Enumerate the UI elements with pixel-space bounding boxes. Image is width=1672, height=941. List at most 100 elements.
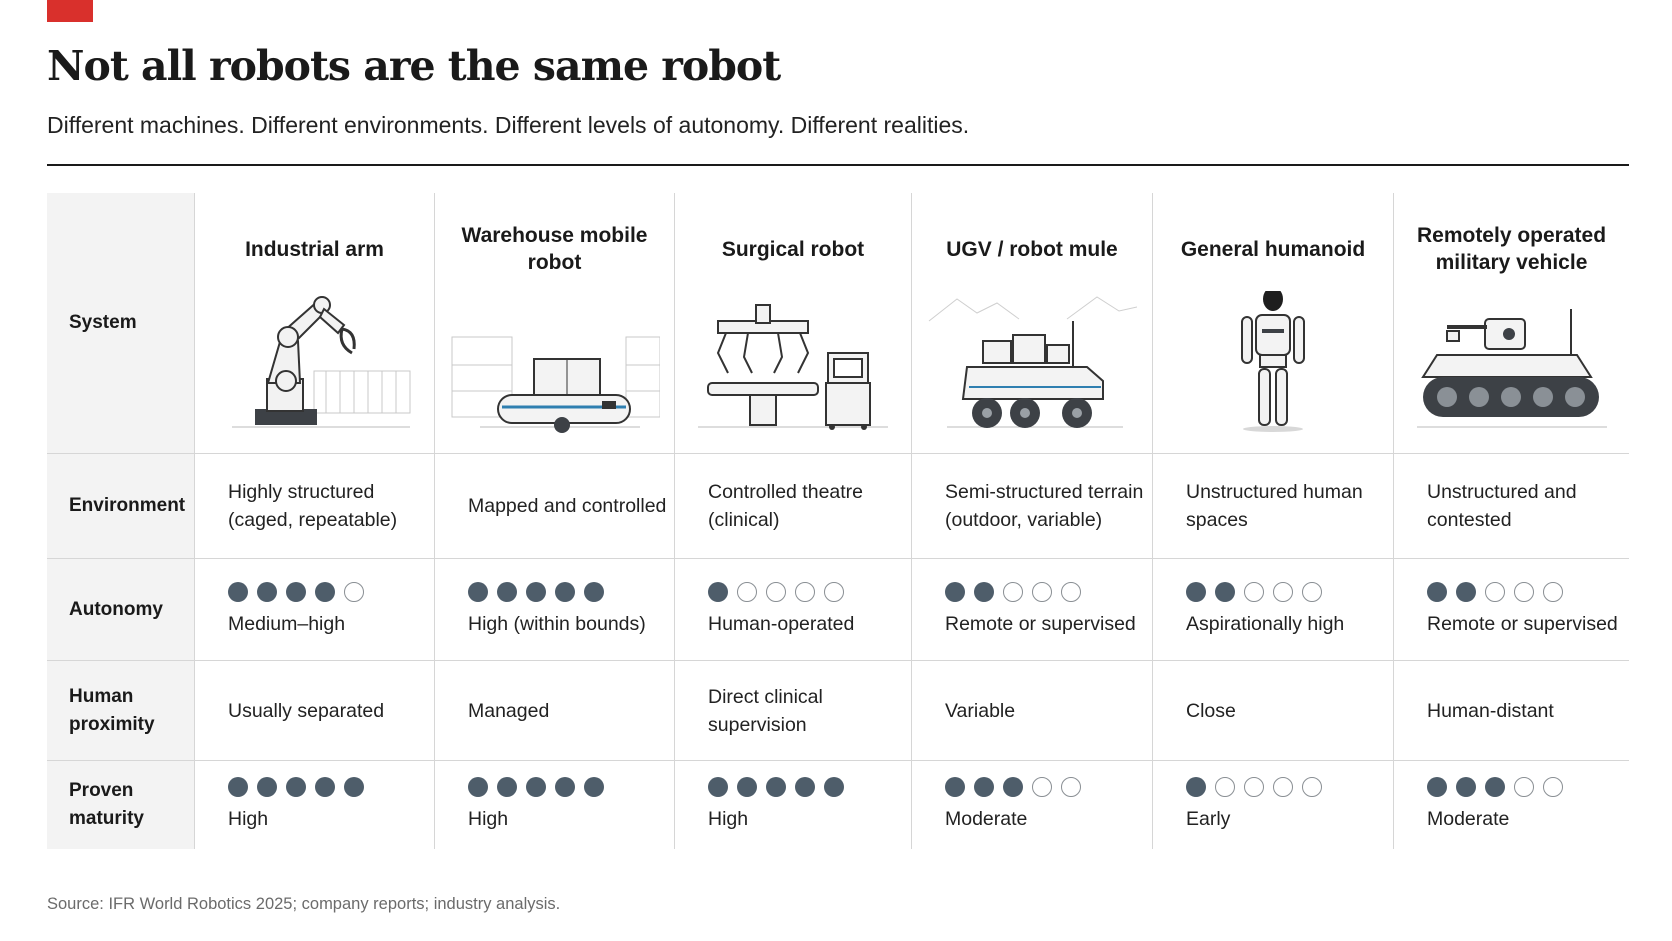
rating-dot-empty [1003,581,1023,602]
rating-dot-filled [228,777,248,797]
rating-dot-filled [468,777,488,797]
environment-cell: Semi-structured terrain (outdoor, variab… [912,454,1153,559]
rating-dot-empty [1302,777,1322,797]
rating-dot-empty [1514,777,1534,797]
autonomy-cell: High (within bounds) [435,559,675,661]
rating-dot-filled [945,777,965,797]
maturity-label: Early [1186,808,1231,830]
system-name: Warehouse mobile robot [461,224,648,274]
system-cell: UGV / robot mule [912,193,1153,454]
maturity-cell: Moderate [912,761,1153,849]
rating-dot-filled [945,581,965,602]
rating-dot-filled [1427,581,1447,602]
maturity-label: Moderate [945,808,1028,830]
rating-dot-filled [257,777,277,797]
rating-dot-empty [795,581,815,602]
system-name: UGV / robot mule [946,237,1118,261]
maturity-label: Moderate [1427,808,1510,830]
autonomy-cell: Medium–high [195,559,435,661]
autonomy-rating [1186,581,1393,602]
rating-dot-filled [1186,581,1206,602]
rating-dot-empty [1032,777,1052,797]
autonomy-rating [468,581,674,602]
environment-cell: Controlled theatre (clinical) [675,454,912,559]
rating-dot-filled [1003,777,1023,797]
rating-dot-filled [1215,581,1235,602]
autonomy-cell: Remote or supervised [912,559,1153,661]
warehouse-robot-icon [450,291,660,433]
proximity-cell: Direct clinical supervision [675,661,912,761]
rating-dot-filled [315,777,335,797]
autonomy-label: Remote or supervised [945,612,1136,635]
proximity-text: Usually separated [228,699,385,722]
environment-cell: Mapped and controlled [435,454,675,559]
rating-dot-filled [1427,777,1447,797]
system-name: General humanoid [1180,237,1366,261]
rating-dot-empty [1061,777,1081,797]
proximity-text: Human-distant [1427,699,1554,722]
title-rule [47,164,1629,166]
maturity-rating [468,777,674,797]
rating-dot-empty [1032,581,1052,602]
military-vehicle-icon [1407,291,1617,441]
comparison-table: System Industrial arm Warehouse mo [47,193,1629,849]
humanoid-icon [1168,291,1378,432]
rating-dot-empty [1485,581,1505,602]
autonomy-label: Aspirationally high [1186,612,1345,635]
environment-text: Semi-structured terrain (outdoor, variab… [945,481,1144,531]
maturity-label: High [228,808,269,830]
system-cell: Remotely operated military vehicle [1394,193,1629,454]
industrial-arm-icon [210,291,420,441]
proximity-cell: Managed [435,661,675,761]
autonomy-rating [945,581,1152,602]
maturity-label: High [468,808,509,830]
rating-dot-filled [315,581,335,602]
environment-text: Unstructured and contested [1427,481,1577,531]
rating-dot-empty [766,581,786,602]
autonomy-label: High (within bounds) [468,612,646,635]
environment-cell: Highly structured (caged, repeatable) [195,454,435,559]
autonomy-rating [228,581,434,602]
rating-dot-filled [526,777,546,797]
rating-dot-filled [344,777,364,797]
rating-dot-empty [1302,581,1322,602]
system-cell: General humanoid [1153,193,1394,454]
rating-dot-filled [974,581,994,602]
rating-dot-empty [1273,777,1293,797]
environment-text: Mapped and controlled [468,495,667,517]
maturity-cell: High [195,761,435,849]
rating-dot-filled [1456,581,1476,602]
rating-dot-empty [1061,581,1081,602]
row-label-proven-maturity: Proven maturity [47,761,195,849]
autonomy-cell: Human-operated [675,559,912,661]
environment-cell: Unstructured human spaces [1153,454,1394,559]
rating-dot-filled [737,777,757,797]
maturity-rating [1427,777,1629,797]
surgical-robot-icon [688,291,898,430]
rating-dot-filled [1456,777,1476,797]
maturity-rating [1186,777,1393,797]
autonomy-rating [1427,581,1629,602]
rating-dot-filled [555,777,575,797]
environment-text: Controlled theatre (clinical) [708,481,864,531]
rating-dot-filled [1186,777,1206,797]
proximity-text: Managed [468,699,550,722]
rating-dot-filled [497,777,517,797]
row-label-environment: Environment [47,454,195,559]
system-cell: Industrial arm [195,193,435,454]
rating-dot-empty [1273,581,1293,602]
autonomy-cell: Remote or supervised [1394,559,1629,661]
rating-dot-filled [584,581,604,602]
rating-dot-filled [286,581,306,602]
rating-dot-filled [824,777,844,797]
maturity-rating [945,777,1152,797]
rating-dot-empty [1543,581,1563,602]
maturity-cell: High [435,761,675,849]
system-name: Surgical robot [721,237,865,261]
rating-dot-empty [824,581,844,602]
rating-dot-filled [286,777,306,797]
row-label-human-proximity: Human proximity [47,661,195,761]
maturity-label: High [708,808,749,830]
autonomy-label: Medium–high [228,612,346,635]
rating-dot-empty [1244,581,1264,602]
